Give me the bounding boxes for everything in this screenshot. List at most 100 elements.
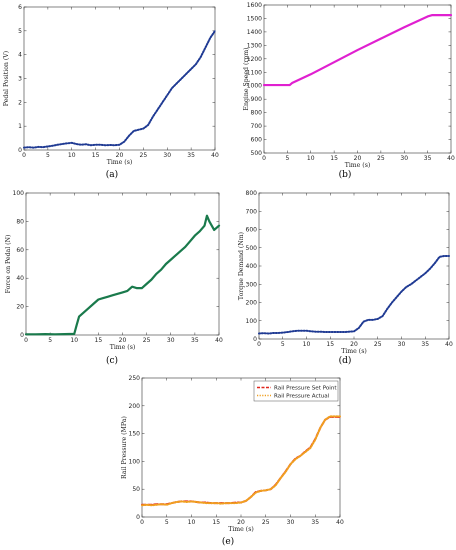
y-tick-label: 900 xyxy=(251,96,263,103)
data-point xyxy=(35,333,37,335)
data-point xyxy=(170,259,172,261)
y-axis-label: Pedal Position (V) xyxy=(3,51,10,106)
y-axis-label: Rail Pressure (MPa) xyxy=(121,416,128,479)
y-tick-label: 2 xyxy=(18,99,22,106)
data-point xyxy=(131,286,133,288)
y-axis-label: Engine Speed (rpm) xyxy=(243,47,250,110)
y-tick-label: 100 xyxy=(246,318,258,325)
data-point xyxy=(396,296,398,298)
data-point xyxy=(199,230,201,232)
x-tick-label: 40 xyxy=(445,341,453,348)
y-tick-label: 1100 xyxy=(247,69,262,76)
x-tick-label: 20 xyxy=(354,155,362,162)
data-point xyxy=(97,298,99,301)
data-point xyxy=(61,143,63,145)
data-point xyxy=(294,458,297,460)
y-tick-label: 600 xyxy=(246,227,258,234)
data-point xyxy=(403,26,405,28)
data-point xyxy=(25,333,27,335)
x-tick-label: 40 xyxy=(215,337,223,344)
y-tick-label: 1 xyxy=(18,123,22,130)
data-point xyxy=(320,331,322,333)
data-point xyxy=(194,235,196,237)
data-point xyxy=(299,455,301,457)
data-point xyxy=(220,503,222,505)
data-point xyxy=(358,327,360,329)
chart-panel-e: 0 5 10 15 20 25 30 35 40 0 50 100 150 200 250 Time (s) R… xyxy=(121,375,344,547)
y-tick-label: 1300 xyxy=(247,42,262,49)
x-axis-label: Time (s) xyxy=(107,159,133,166)
data-point xyxy=(189,240,191,242)
x-tick-label: 30 xyxy=(400,155,408,162)
plot-area xyxy=(25,192,220,336)
data-point xyxy=(443,255,445,257)
x-tick-label: 15 xyxy=(95,337,103,344)
y-tick-label: 20 xyxy=(16,304,24,311)
y-axis-label: Torque Demand (Nm) xyxy=(238,232,245,300)
x-tick-label: 15 xyxy=(92,152,100,159)
y-tick-label: 1500 xyxy=(247,15,262,22)
data-point xyxy=(75,143,78,145)
data-point xyxy=(166,504,168,506)
data-point xyxy=(150,279,152,281)
data-point xyxy=(301,330,303,332)
data-point xyxy=(343,331,346,333)
x-tick-label: 10 xyxy=(188,519,196,526)
chart-panel-a: 0 5 10 15 20 25 30 35 40 0 1 2 3 4 5 6 Time (s) Pedal Pos… xyxy=(3,4,219,180)
data-point xyxy=(118,144,121,146)
data-point xyxy=(200,501,202,504)
x-tick-label: 25 xyxy=(143,337,151,344)
y-tick-label: 0 xyxy=(253,336,257,343)
plot-area xyxy=(141,377,341,518)
data-point xyxy=(353,330,355,332)
x-axis-label: Time (s) xyxy=(228,526,254,533)
data-point xyxy=(272,332,274,334)
data-point xyxy=(410,283,412,285)
x-tick-label: 30 xyxy=(167,337,175,344)
data-point xyxy=(240,501,242,504)
data-point xyxy=(142,128,144,130)
data-point xyxy=(179,250,181,252)
data-point xyxy=(56,144,58,146)
data-point xyxy=(78,315,80,318)
x-tick-label: 35 xyxy=(311,519,319,526)
data-point xyxy=(204,46,206,49)
y-tick-label: 1000 xyxy=(247,83,262,90)
data-point xyxy=(267,332,270,335)
data-point xyxy=(107,296,109,298)
data-point xyxy=(277,332,279,334)
data-point xyxy=(112,294,114,296)
data-point xyxy=(235,502,237,504)
y-tick-label: 500 xyxy=(246,245,258,252)
data-point xyxy=(429,268,431,270)
y-tick-label: 1200 xyxy=(247,56,262,63)
data-point xyxy=(104,144,106,146)
y-tick-label: 800 xyxy=(251,110,263,117)
panel-label: (b) xyxy=(339,169,352,180)
y-tick-label: 500 xyxy=(251,150,263,157)
data-point xyxy=(161,503,163,505)
data-point xyxy=(362,321,365,323)
data-point xyxy=(324,331,327,333)
x-tick-label: 30 xyxy=(163,152,171,159)
data-point xyxy=(291,330,293,332)
data-point xyxy=(71,142,73,144)
data-point xyxy=(152,116,154,118)
data-point xyxy=(195,63,197,65)
data-point xyxy=(286,331,289,333)
data-point xyxy=(289,463,292,465)
data-point xyxy=(23,147,25,149)
x-tick-label: 0 xyxy=(257,341,261,348)
data-point xyxy=(205,502,207,504)
data-point xyxy=(141,287,143,289)
legend-entry: Rail Pressure Set Point xyxy=(274,386,337,392)
data-point xyxy=(208,220,210,222)
data-point xyxy=(155,273,157,275)
x-tick-label: 30 xyxy=(398,341,406,348)
legend-entry: Rail Pressure Actual xyxy=(274,394,330,400)
data-point xyxy=(93,303,95,305)
data-point xyxy=(190,500,193,502)
data-point xyxy=(133,130,135,132)
data-point xyxy=(339,415,341,417)
